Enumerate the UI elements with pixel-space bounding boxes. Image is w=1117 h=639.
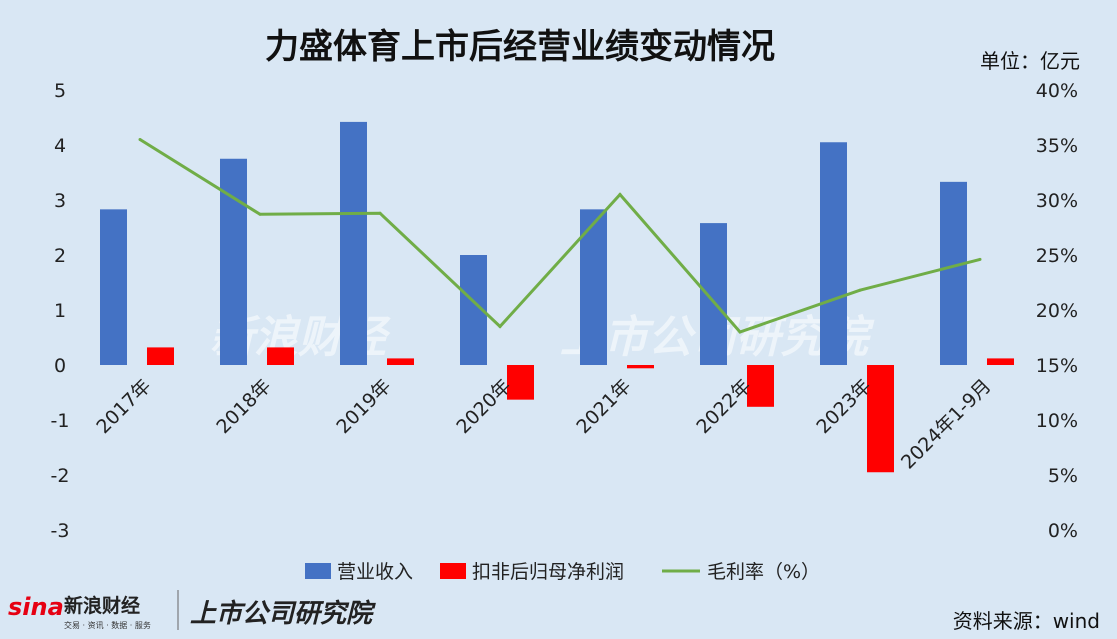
y-left-tick-label: 0 xyxy=(54,355,66,377)
source-note: 资料来源：wind xyxy=(953,609,1100,633)
series-revenue xyxy=(100,121,967,366)
profit-bar xyxy=(747,365,774,407)
category-label: 2020年 xyxy=(452,375,515,438)
legend-label-revenue: 营业收入 xyxy=(337,561,413,583)
margin-line xyxy=(139,138,981,334)
revenue-bar xyxy=(940,181,967,365)
profit-bar xyxy=(987,358,1014,365)
legend-swatch-revenue xyxy=(305,563,331,579)
legend-label-profit: 扣非后归母净利润 xyxy=(472,561,624,583)
y-axis-right: 40% 35% 30% 25% 20% 15% 10% 5% 0% xyxy=(1036,80,1078,542)
profit-bar xyxy=(267,347,294,365)
y-left-tick-label: 3 xyxy=(54,190,66,212)
revenue-bar xyxy=(220,158,247,365)
series-margin xyxy=(138,138,982,334)
y-right-tick-label: 40% xyxy=(1036,80,1078,102)
sina-logo-subtext: 交易 · 资讯 · 数据 · 服务 xyxy=(64,620,151,630)
margin-point xyxy=(738,330,742,334)
chart-title: 力盛体育上市后经营业绩变动情况 xyxy=(265,27,775,67)
legend-label-margin: 毛利率（%） xyxy=(707,561,820,583)
company-logo: 上市公司研究院 xyxy=(190,599,376,629)
category-label: 2023年 xyxy=(812,375,875,438)
profit-bar xyxy=(147,347,174,365)
margin-point xyxy=(618,193,622,196)
y-right-tick-label: 0% xyxy=(1048,520,1078,542)
category-label: 2018年 xyxy=(212,375,275,438)
category-label: 2017年 xyxy=(92,375,155,438)
sina-logo-text: 新浪财经 xyxy=(64,594,140,617)
y-right-tick-label: 20% xyxy=(1036,300,1078,322)
profit-bar xyxy=(387,358,414,365)
revenue-bar xyxy=(100,209,127,365)
series-profit xyxy=(147,347,1014,473)
y-right-tick-label: 5% xyxy=(1048,465,1078,487)
category-label: 2021年 xyxy=(572,375,635,438)
margin-point xyxy=(978,257,982,261)
category-label: 2024年1-9月 xyxy=(897,375,996,474)
y-right-tick-label: 25% xyxy=(1036,245,1078,267)
legend: 营业收入 扣非后归母净利润 毛利率（%） xyxy=(305,561,820,583)
profit-bar xyxy=(627,365,654,369)
profit-bar xyxy=(507,365,534,400)
y-left-tick-label: 4 xyxy=(54,135,66,157)
y-left-tick-label: -2 xyxy=(51,465,70,487)
y-axis-left: 5 4 3 2 1 0 -1 -2 -3 xyxy=(51,80,70,542)
margin-point xyxy=(858,288,862,292)
y-right-tick-label: 15% xyxy=(1036,355,1078,377)
revenue-bar xyxy=(700,223,727,365)
unit-label: 单位：亿元 xyxy=(980,49,1080,73)
margin-point xyxy=(378,211,382,215)
x-axis: 2017年 2018年 2019年 2020年 2021年 2022年 2023年 2024年… xyxy=(92,375,995,474)
y-right-tick-label: 10% xyxy=(1036,410,1078,432)
revenue-bar xyxy=(340,121,367,366)
category-label: 2019年 xyxy=(332,375,395,438)
y-right-tick-label: 35% xyxy=(1036,135,1078,157)
y-left-tick-label: 5 xyxy=(54,80,66,102)
category-label: 2022年 xyxy=(692,375,755,438)
legend-swatch-profit xyxy=(440,563,466,579)
y-right-tick-label: 30% xyxy=(1036,190,1078,212)
sina-logo: sina 新浪财经 交易 · 资讯 · 数据 · 服务 xyxy=(8,593,151,630)
y-left-tick-label: 2 xyxy=(54,245,66,267)
profit-bar xyxy=(867,365,894,473)
y-left-tick-label: -3 xyxy=(51,520,70,542)
margin-point xyxy=(138,138,142,141)
sina-logo-icon: sina xyxy=(8,593,64,621)
revenue-bar xyxy=(820,142,847,365)
y-left-tick-label: -1 xyxy=(51,410,70,432)
margin-point xyxy=(258,212,262,216)
margin-point xyxy=(498,325,502,328)
y-left-tick-label: 1 xyxy=(54,300,66,322)
